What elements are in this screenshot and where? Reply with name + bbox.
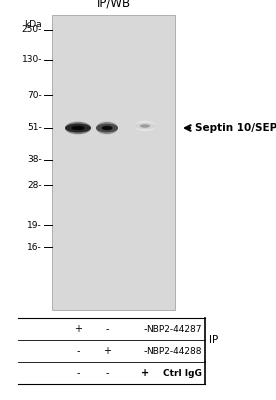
- Ellipse shape: [135, 121, 155, 131]
- Text: 250-: 250-: [22, 26, 42, 34]
- Ellipse shape: [65, 122, 91, 134]
- Text: Ctrl IgG: Ctrl IgG: [163, 368, 202, 378]
- Ellipse shape: [102, 126, 113, 130]
- Text: IP/WB: IP/WB: [96, 0, 131, 10]
- Ellipse shape: [140, 124, 150, 128]
- Text: kDa: kDa: [24, 20, 42, 29]
- Text: NBP2-44288: NBP2-44288: [147, 346, 202, 356]
- Text: 19-: 19-: [27, 220, 42, 230]
- Text: 130-: 130-: [22, 56, 42, 64]
- Text: -: -: [76, 346, 80, 356]
- Text: 28-: 28-: [27, 180, 42, 190]
- Text: 51-: 51-: [27, 124, 42, 132]
- Text: 16-: 16-: [27, 242, 42, 252]
- Text: -: -: [143, 346, 147, 356]
- Ellipse shape: [96, 124, 118, 132]
- Bar: [52, 15, 175, 310]
- Ellipse shape: [96, 122, 118, 134]
- Text: 70-: 70-: [27, 90, 42, 100]
- Text: +: +: [103, 346, 111, 356]
- Text: 38-: 38-: [27, 156, 42, 164]
- Ellipse shape: [71, 126, 84, 130]
- Text: Septin 10/SEPT10: Septin 10/SEPT10: [195, 123, 276, 133]
- Text: -: -: [105, 324, 109, 334]
- Text: -: -: [76, 368, 80, 378]
- Ellipse shape: [135, 122, 155, 130]
- Text: -: -: [143, 324, 147, 334]
- Text: +: +: [141, 368, 149, 378]
- Text: IP: IP: [209, 335, 218, 345]
- Text: +: +: [74, 324, 82, 334]
- Text: NBP2-44287: NBP2-44287: [147, 324, 202, 334]
- Text: -: -: [105, 368, 109, 378]
- Ellipse shape: [65, 124, 91, 132]
